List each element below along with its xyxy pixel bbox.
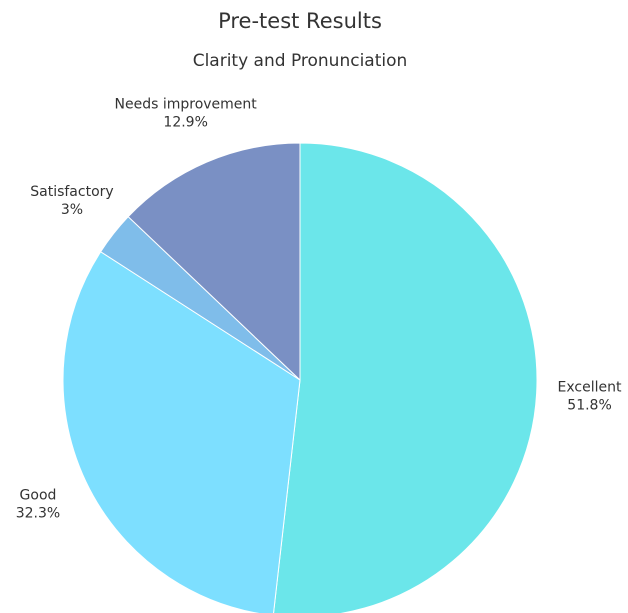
slice-label: Excellent (558, 379, 622, 395)
pie-slice (127, 142, 301, 382)
slice-value-label: 3% (61, 202, 83, 218)
slice-label: Satisfactory (30, 184, 113, 200)
chart-title: Pre-test Results (218, 9, 382, 33)
slice-label: Good (20, 487, 57, 503)
slice-label: Needs improvement (115, 96, 258, 112)
slice-value-label: 12.9% (163, 114, 207, 130)
pie-slice (273, 142, 538, 613)
slice-value-label: 32.3% (16, 505, 60, 521)
slice-value-label: 51.8% (567, 397, 611, 413)
chart-subtitle: Clarity and Pronunciation (193, 51, 408, 71)
